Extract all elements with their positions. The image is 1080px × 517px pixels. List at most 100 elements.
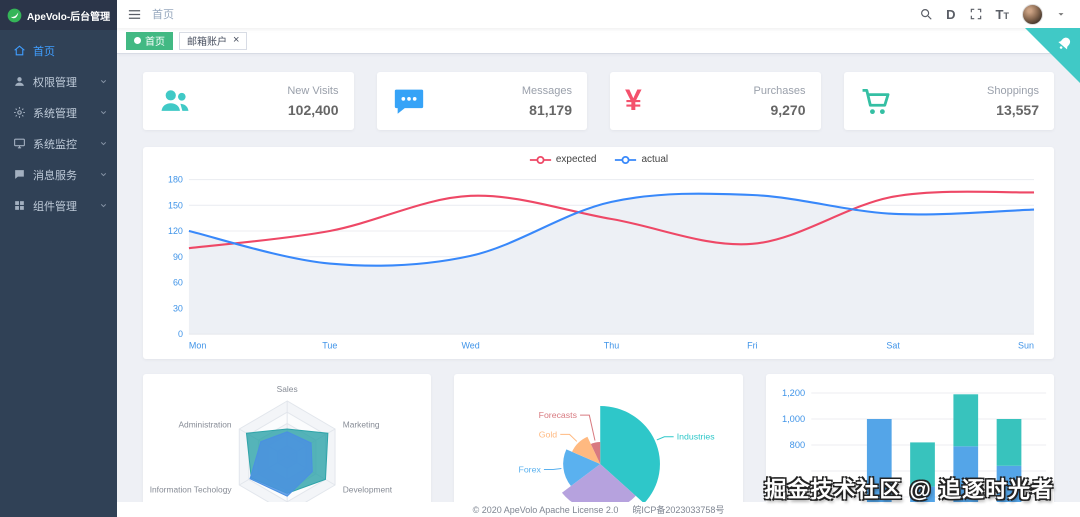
legend-item[interactable]: actual <box>614 154 668 165</box>
chevron-down-icon <box>100 204 107 208</box>
sidebar-item-message[interactable]: 消息服务 <box>0 159 117 190</box>
tag-email-account[interactable]: 邮箱账户 × <box>179 31 248 50</box>
svg-text:Development: Development <box>343 484 393 494</box>
sidebar-item-monitor[interactable]: 系统监控 <box>0 128 117 159</box>
bar-chart-card: 1,200 1,000 800 <box>765 374 1054 517</box>
search-icon[interactable] <box>919 7 933 21</box>
watermark: 掘金技术社区 @ 追逐时光者 <box>764 477 1054 502</box>
message-icon <box>15 170 24 179</box>
stat-card-shoppings[interactable]: Shoppings 13,557 <box>843 72 1054 130</box>
bar-chart[interactable]: 1,200 1,000 800 <box>766 377 1054 517</box>
sidebar-item-system[interactable]: 系统管理 <box>0 97 117 128</box>
monitor-icon <box>14 138 25 149</box>
stat-card-new-visits[interactable]: New Visits 102,400 <box>143 72 354 130</box>
sidebar-item-label: 组件管理 <box>33 200 77 213</box>
radar-chart[interactable]: Sales Administration Information Techology… <box>143 377 431 517</box>
svg-text:Gold: Gold <box>539 430 558 440</box>
chevron-down-icon <box>100 80 107 84</box>
legend-item[interactable]: expected <box>529 154 597 165</box>
stat-label: New Visits <box>287 84 339 97</box>
footer-license: © 2020 ApeVolo Apache License 2.0 <box>472 504 619 515</box>
close-icon[interactable]: × <box>233 34 240 46</box>
chart-legend: expected actual <box>143 154 1054 165</box>
stat-label: Shoppings <box>987 84 1039 97</box>
stat-label: Messages <box>521 84 572 97</box>
svg-text:30: 30 <box>173 303 183 313</box>
svg-text:1,000: 1,000 <box>782 414 805 424</box>
home-icon <box>14 45 25 56</box>
svg-text:Sun: Sun <box>1018 340 1034 350</box>
svg-text:Information Techology: Information Techology <box>150 484 233 494</box>
bell-icon[interactable] <box>1053 32 1077 56</box>
tag-label: 邮箱账户 <box>187 37 227 48</box>
legend-marker-icon <box>615 155 637 164</box>
svg-text:120: 120 <box>168 226 183 236</box>
svg-text:Forex: Forex <box>519 465 542 475</box>
stats-row: New Visits 102,400 Messages 81,179 ¥ Pur… <box>143 72 1054 130</box>
bottom-row: Sales Administration Information Techology… <box>143 374 1054 517</box>
dashboard-content: New Visits 102,400 Messages 81,179 ¥ Pur… <box>117 54 1080 517</box>
pie-chart[interactable]: Industries Forex Gold Forecasts <box>454 377 742 517</box>
logo[interactable]: ApeVolo-后台管理 <box>0 0 117 30</box>
peoples-icon <box>161 90 189 111</box>
sidebar-item-home[interactable]: 首页 <box>0 35 117 66</box>
svg-text:Wed: Wed <box>461 340 479 350</box>
svg-text:Marketing: Marketing <box>343 419 380 429</box>
chevron-down-icon <box>100 111 107 115</box>
notification-corner[interactable] <box>1025 28 1080 83</box>
stat-value: 13,557 <box>996 101 1039 118</box>
components-icon <box>15 201 24 210</box>
hamburger-icon[interactable] <box>127 7 142 22</box>
svg-text:0: 0 <box>178 329 183 339</box>
gear-icon <box>14 107 25 118</box>
tags-bar: 首页 邮箱账户 × <box>117 28 1080 54</box>
money-yen-icon: ¥ <box>625 84 642 117</box>
stat-text: Shoppings 13,557 <box>987 85 1039 118</box>
svg-text:Tue: Tue <box>322 340 337 350</box>
sidebar-item-label: 系统管理 <box>33 107 77 120</box>
legend-marker-icon <box>529 155 551 164</box>
footer: © 2020 ApeVolo Apache License 2.0 皖ICP备2… <box>117 502 1080 517</box>
sidebar-item-permission[interactable]: 权限管理 <box>0 66 117 97</box>
line-chart[interactable]: 0 30 60 90 120 150 180 Mon Tue Wed Thu Fri Sat Sun <box>153 169 1044 355</box>
stat-card-messages[interactable]: Messages 81,179 <box>376 72 587 130</box>
svg-text:150: 150 <box>168 200 183 210</box>
sidebar-item-label: 权限管理 <box>33 76 77 89</box>
message-bubble-icon <box>394 89 423 114</box>
stat-value: 102,400 <box>287 101 339 118</box>
user-icon <box>15 77 24 86</box>
chevron-down-icon <box>100 142 107 146</box>
breadcrumb: 首页 <box>152 9 174 21</box>
svg-text:Fri: Fri <box>747 340 757 350</box>
stat-text: New Visits 102,400 <box>287 85 338 118</box>
tag-label: 首页 <box>145 37 165 48</box>
stat-card-purchases[interactable]: ¥ Purchases 9,270 <box>610 72 821 130</box>
docs-icon[interactable]: D <box>946 6 956 22</box>
sidebar-item-components[interactable]: 组件管理 <box>0 190 117 221</box>
tag-home[interactable]: 首页 <box>126 31 173 50</box>
pie-chart-card: Industries Forex Gold Forecasts <box>454 374 743 517</box>
chevron-down-icon <box>100 173 107 177</box>
legend-label: expected <box>555 154 597 165</box>
shopping-cart-icon <box>862 88 889 115</box>
active-dot <box>134 37 141 44</box>
logo-icon <box>7 8 22 22</box>
caret-down-icon[interactable] <box>1056 9 1066 19</box>
radar-chart-card: Sales Administration Information Techology… <box>143 374 432 517</box>
sidebar-item-label: 系统监控 <box>33 138 77 151</box>
svg-text:Mon: Mon <box>189 340 206 350</box>
fullscreen-icon[interactable] <box>969 7 983 21</box>
svg-text:Administration: Administration <box>178 419 231 429</box>
legend-label: actual <box>641 154 669 165</box>
sidebar-item-label: 消息服务 <box>33 169 77 182</box>
sidebar: ApeVolo-后台管理 首页 权限管理 系统管理 系统监控 <box>0 0 117 517</box>
stat-label: Purchases <box>753 84 806 97</box>
avatar[interactable] <box>1022 3 1043 25</box>
sidebar-menu: 首页 权限管理 系统管理 系统监控 消息服务 <box>0 30 117 221</box>
svg-text:Sales: Sales <box>277 384 298 394</box>
stat-text: Purchases 9,270 <box>754 85 806 118</box>
